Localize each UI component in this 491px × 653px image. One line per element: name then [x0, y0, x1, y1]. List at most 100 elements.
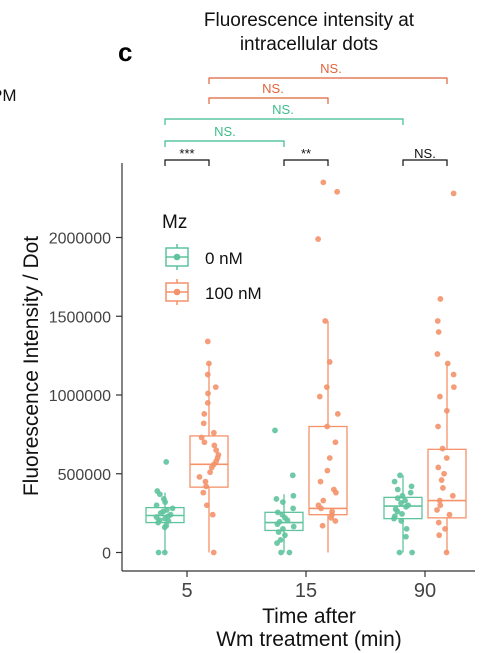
- data-point: [155, 549, 162, 556]
- cropped-left-label: PM: [0, 86, 17, 105]
- data-point: [153, 502, 160, 509]
- data-point: [443, 455, 450, 461]
- data-point: [334, 188, 341, 195]
- data-point: [324, 467, 331, 474]
- y-tick-label: 2000000: [49, 231, 111, 248]
- data-point: [273, 496, 280, 502]
- data-point: [443, 407, 450, 414]
- data-point: [163, 459, 170, 465]
- data-point: [204, 399, 211, 406]
- y-tick-label: 1500000: [49, 309, 111, 326]
- data-point: [274, 521, 281, 528]
- y-axis-title: Fluorescence Intensity / Dot: [20, 236, 43, 496]
- data-point: [317, 478, 324, 485]
- data-point: [203, 483, 210, 490]
- x-axis-title-line-2: Wm treatment (min): [216, 628, 402, 651]
- data-point: [318, 505, 324, 512]
- data-point: [278, 549, 284, 556]
- data-point: [434, 507, 440, 513]
- data-point: [210, 549, 217, 556]
- legend-label-0nM: 0 nM: [205, 249, 243, 268]
- data-point: [333, 489, 339, 496]
- data-point: [322, 318, 329, 324]
- x-tick-label: 90: [414, 580, 436, 602]
- data-point: [441, 470, 448, 477]
- legend: Mz 0 nM 100 nM: [162, 212, 262, 305]
- data-point: [437, 296, 444, 302]
- data-point: [394, 508, 401, 515]
- data-point: [326, 359, 333, 365]
- data-point: [320, 179, 327, 186]
- data-point: [203, 502, 210, 509]
- data-point: [208, 464, 215, 471]
- data-point: [165, 518, 172, 524]
- data-point: [210, 429, 217, 436]
- significance-label: NS.: [414, 146, 436, 161]
- data-point: [274, 540, 280, 546]
- data-point: [399, 511, 405, 517]
- box-body: [189, 435, 229, 488]
- data-point: [316, 393, 323, 400]
- data-point: [156, 491, 163, 498]
- significance-label: NS.: [262, 81, 284, 96]
- data-point: [437, 502, 444, 509]
- significance-bracket: [164, 159, 210, 166]
- data-point: [446, 511, 453, 518]
- data-point: [196, 474, 203, 480]
- panel-letter: c: [118, 37, 132, 67]
- data-point: [212, 384, 219, 391]
- significance-label: **: [301, 146, 311, 161]
- data-point: [202, 478, 209, 485]
- data-point: [332, 439, 339, 446]
- data-point: [206, 360, 212, 367]
- data-point: [450, 371, 457, 378]
- legend-label-100nM: 100 nM: [205, 284, 262, 303]
- plot-area: [145, 179, 467, 556]
- data-point: [279, 499, 286, 505]
- data-point: [284, 517, 291, 524]
- legend-key-100nM: [165, 279, 189, 305]
- data-point: [450, 384, 457, 391]
- data-point: [438, 477, 445, 483]
- data-point: [274, 509, 281, 516]
- data-point: [442, 525, 448, 532]
- data-point: [443, 549, 450, 556]
- data-point: [403, 533, 409, 540]
- data-point: [275, 529, 282, 535]
- data-point: [326, 455, 333, 461]
- data-point: [323, 384, 330, 391]
- chart-title-line-2: intracellular dots: [240, 34, 378, 55]
- data-point: [201, 411, 208, 417]
- data-point: [161, 524, 168, 531]
- data-point: [209, 511, 216, 518]
- significance-bracket: [402, 159, 448, 166]
- data-point: [198, 434, 205, 441]
- significance-label: NS.: [214, 124, 236, 139]
- data-point: [408, 483, 415, 490]
- data-point: [394, 495, 401, 502]
- y-ticks: 0 500000 1000000 1500000 2000000: [49, 231, 122, 563]
- data-point: [435, 329, 442, 335]
- significance-label: NS.: [320, 61, 342, 76]
- data-point: [290, 505, 297, 512]
- data-point: [290, 492, 297, 499]
- significance-bracket: [208, 97, 329, 104]
- data-point: [436, 497, 443, 504]
- data-point: [286, 549, 293, 556]
- x-tick-label: 15: [295, 580, 317, 602]
- data-point: [398, 518, 405, 524]
- chart-title-line-1: Fluorescence intensity at: [204, 10, 415, 31]
- data-point: [403, 503, 409, 510]
- significance-label: ***: [179, 146, 194, 161]
- data-point: [315, 236, 322, 242]
- x-ticks: 5 15 90: [181, 571, 436, 602]
- significance-bracket: [164, 118, 404, 125]
- data-point: [161, 549, 168, 556]
- box-body: [427, 448, 467, 519]
- y-tick-label: 0: [102, 546, 111, 563]
- data-point: [207, 469, 213, 476]
- data-point: [403, 525, 410, 532]
- data-point: [434, 318, 441, 324]
- y-tick-label: 500000: [58, 467, 111, 484]
